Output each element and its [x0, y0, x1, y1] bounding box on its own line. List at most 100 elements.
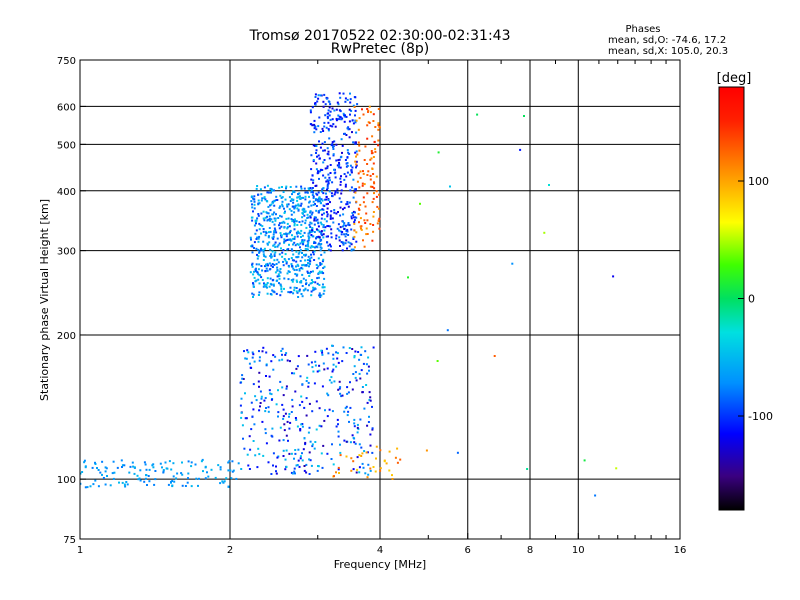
data-point — [311, 445, 314, 448]
data-point — [347, 151, 350, 154]
data-point — [307, 381, 310, 384]
data-point — [331, 410, 334, 413]
data-point — [283, 238, 286, 241]
data-point — [308, 236, 311, 239]
data-point — [274, 251, 277, 254]
data-point — [318, 242, 321, 245]
data-point — [341, 151, 343, 154]
data-point — [282, 449, 285, 452]
data-point — [302, 243, 305, 246]
data-point — [175, 477, 178, 480]
data-point — [253, 270, 255, 273]
data-point — [367, 170, 370, 173]
data-point — [257, 237, 260, 240]
data-point — [121, 464, 124, 467]
data-point — [195, 477, 198, 480]
data-point — [277, 411, 280, 414]
data-point — [321, 127, 324, 130]
data-point — [361, 108, 363, 111]
data-point — [316, 236, 319, 238]
data-point — [262, 259, 265, 261]
data-point — [279, 205, 282, 208]
data-point — [270, 218, 273, 221]
data-point — [388, 469, 391, 472]
data-point — [258, 409, 261, 412]
data-point — [297, 230, 300, 233]
data-point — [280, 290, 283, 293]
data-point — [279, 380, 282, 383]
data-point — [325, 220, 328, 223]
data-point — [314, 102, 317, 104]
data-point — [322, 272, 325, 275]
data-point — [275, 213, 277, 216]
data-point — [338, 115, 341, 118]
data-point — [308, 458, 311, 461]
data-point — [257, 380, 260, 383]
data-point — [322, 286, 325, 289]
data-point — [352, 238, 355, 240]
data-point — [282, 394, 285, 397]
data-point — [355, 231, 358, 234]
data-point — [303, 187, 306, 190]
data-point — [262, 249, 265, 252]
data-point — [273, 231, 276, 234]
data-point — [351, 119, 354, 122]
data-point — [339, 166, 342, 169]
data-point — [319, 146, 322, 149]
data-point — [253, 203, 256, 206]
data-point — [290, 452, 293, 455]
data-point — [241, 377, 244, 380]
data-point — [325, 195, 328, 198]
data-point — [352, 214, 355, 217]
data-point — [207, 475, 210, 478]
data-point — [326, 225, 329, 227]
data-point — [368, 105, 371, 108]
data-point — [309, 221, 312, 224]
data-point — [317, 265, 320, 268]
data-point — [173, 480, 176, 483]
data-point — [310, 279, 313, 281]
data-point — [265, 375, 267, 377]
data-point — [315, 216, 317, 219]
data-point — [316, 277, 319, 280]
data-point — [257, 294, 260, 296]
data-point — [343, 178, 346, 181]
data-point — [329, 124, 332, 127]
data-point — [357, 213, 360, 216]
data-point — [254, 220, 257, 223]
data-point — [268, 262, 271, 265]
data-point — [280, 350, 283, 352]
data-point — [299, 232, 302, 235]
data-point — [272, 201, 274, 204]
x-tick-label: 10 — [572, 545, 585, 556]
data-point — [253, 285, 255, 288]
data-point — [190, 461, 193, 464]
data-point — [346, 386, 349, 389]
data-point — [288, 225, 291, 228]
data-point — [242, 378, 245, 380]
data-point — [336, 164, 339, 167]
data-point — [338, 472, 340, 474]
data-point — [308, 262, 311, 265]
data-point — [355, 216, 358, 219]
data-point — [326, 185, 329, 188]
data-point — [124, 485, 127, 488]
data-point — [345, 175, 348, 178]
data-point — [326, 147, 329, 150]
data-point — [282, 191, 285, 193]
data-point — [366, 137, 369, 140]
data-point — [322, 283, 324, 286]
data-point — [171, 485, 174, 488]
data-point — [315, 184, 318, 187]
data-point — [360, 227, 362, 230]
data-point — [385, 462, 388, 465]
data-point — [334, 171, 337, 174]
data-point — [338, 161, 340, 164]
data-point — [323, 251, 326, 254]
y-tick-label: 750 — [57, 56, 76, 67]
data-point — [353, 425, 356, 428]
data-point — [294, 218, 296, 221]
data-point — [344, 100, 347, 103]
data-point — [300, 196, 303, 199]
data-point — [355, 166, 357, 169]
